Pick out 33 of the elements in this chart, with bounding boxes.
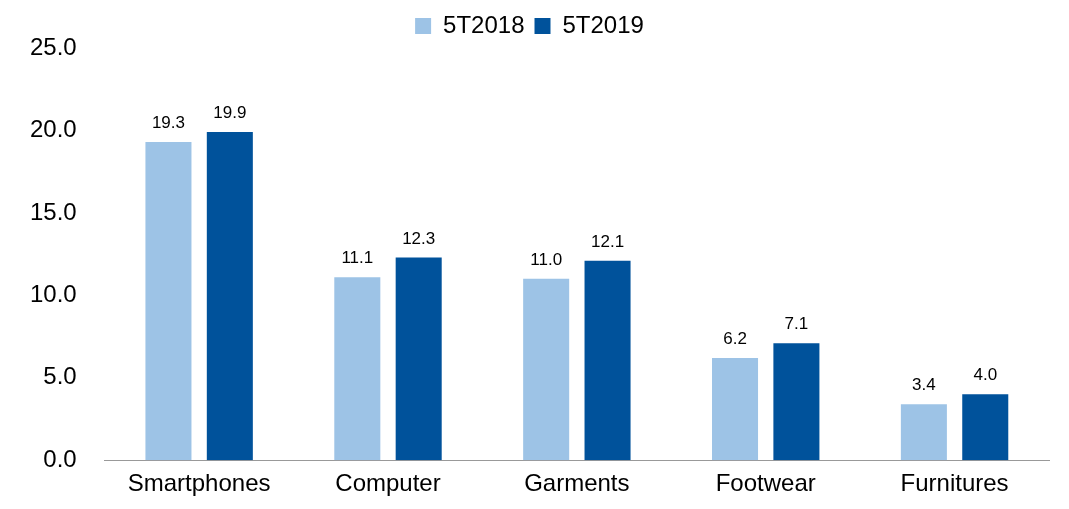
y-tick-label: 10.0 [29, 279, 77, 307]
bar [395, 257, 442, 461]
data-label: 11.0 [530, 250, 563, 270]
bar [145, 141, 192, 461]
y-tick-label: 20.0 [29, 115, 77, 143]
data-label: 4.0 [973, 365, 998, 385]
bar [334, 277, 381, 461]
x-tick-label: Computer [335, 469, 441, 497]
legend-label: 5T2019 [562, 10, 644, 38]
bar [206, 132, 253, 461]
x-tick-label: Smartphones [127, 469, 271, 497]
data-label: 11.1 [341, 248, 374, 268]
x-tick-label: Footwear [715, 469, 816, 497]
y-tick-label: 15.0 [29, 197, 77, 225]
data-label: 3.4 [912, 375, 936, 395]
data-label: 19.3 [151, 113, 185, 133]
data-label: 12.1 [591, 231, 625, 251]
data-label: 12.3 [402, 228, 436, 248]
bar [962, 394, 1009, 461]
x-tick-label: Garments [524, 469, 630, 497]
data-label: 19.9 [213, 103, 247, 123]
y-tick-label: 0.0 [43, 444, 77, 472]
bar [584, 260, 631, 461]
y-tick-label: 25.0 [29, 32, 77, 60]
data-label: 6.2 [723, 329, 747, 349]
bar [712, 357, 759, 461]
y-tick-label: 5.0 [43, 362, 77, 390]
data-label: 7.1 [784, 314, 809, 334]
bar [900, 404, 947, 461]
bar [523, 278, 570, 461]
bar [773, 343, 820, 461]
legend-label: 5T2018 [443, 10, 525, 38]
x-tick-label: Furnitures [900, 469, 1009, 497]
